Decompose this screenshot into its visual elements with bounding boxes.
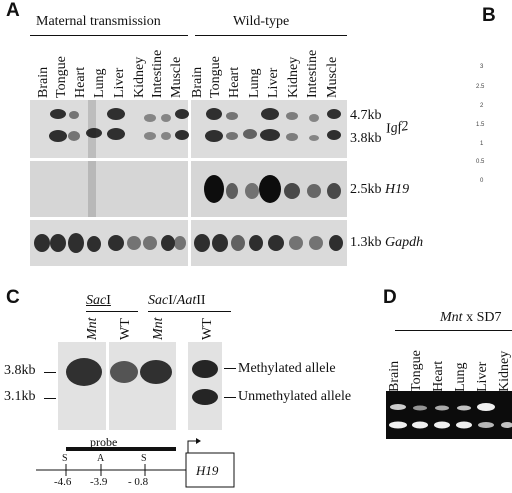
axis-tick: 3 (480, 64, 484, 70)
lane-label-d: Tongue (409, 350, 424, 392)
panel-b-letter: B (482, 5, 496, 26)
probe-label: probe (90, 435, 118, 449)
enzyme-sacaat-c: Aat (176, 293, 197, 308)
lane-label-d: Kidney (497, 350, 512, 392)
lane-label-wildtype: Kidney (286, 56, 301, 98)
blot-gapdh (30, 220, 347, 266)
h19-gene-label: H19 (385, 182, 410, 197)
lane-label-maternal: Intestine (150, 49, 165, 98)
enzyme-sacaat-line (148, 311, 231, 312)
lane-label-maternal: Liver (112, 67, 127, 98)
enzyme-sacaat-a: Sac (148, 293, 169, 308)
gapdh-size-label: 1.3kb (350, 235, 382, 250)
enzyme-sacaat-d: II (196, 293, 206, 308)
pos-3: - 0.8 (128, 476, 149, 488)
axis-tick: 1 (480, 141, 484, 147)
group-wildtype-line (195, 35, 347, 36)
lane-label-maternal: Tongue (54, 56, 69, 98)
lane-label-maternal: Kidney (132, 56, 147, 98)
igf2-gene-label: Igf2 (385, 118, 410, 137)
cross-rest: x SD7 (462, 310, 502, 325)
group-maternal-label: Maternal transmission (36, 14, 161, 29)
lane-label-c-mnt: Mnt (151, 317, 166, 340)
panel-a-letter: A (6, 0, 20, 21)
cross-label: Mnt x SD7 (440, 310, 501, 326)
lane-label-d: Heart (431, 360, 446, 392)
axis-tick: 0 (480, 178, 484, 184)
lane-label-wildtype: Liver (266, 67, 281, 98)
enzyme-sac-line (86, 311, 138, 312)
blot-methylation (58, 342, 176, 430)
lane-label-wildtype: Heart (227, 66, 242, 98)
lane-label-d: Brain (387, 360, 402, 392)
group-maternal-line (30, 35, 188, 36)
lane-label-c-wt: WT (200, 318, 215, 340)
cross-mnt: Mnt (440, 310, 463, 325)
panel-d-letter: D (383, 287, 397, 308)
axis-tick: 2 (480, 103, 484, 109)
size-upper-c: 3.8kb (4, 363, 36, 378)
igf2-size-upper: 4.7kb (350, 108, 382, 123)
site-s1: S (62, 453, 68, 464)
methylated-pointer (224, 368, 236, 369)
lane-label-wildtype: Muscle (325, 56, 340, 98)
enzyme-sacaat-b: I/ (168, 293, 177, 308)
lane-label-maternal: Brain (36, 66, 51, 98)
panel-c-letter: C (6, 287, 20, 308)
axis-tick: 0.5 (476, 159, 485, 165)
pos-2: -3.9 (90, 476, 108, 488)
h19-size-label: 2.5kb (350, 182, 382, 197)
pos-1: -4.6 (54, 476, 72, 488)
lane-label-c-wt: WT (118, 318, 133, 340)
lane-label-wildtype: Intestine (305, 49, 320, 98)
cross-line (395, 330, 512, 331)
size-lower-c: 3.1kb (4, 389, 36, 404)
probe-map (36, 438, 235, 488)
lane-label-maternal: Muscle (169, 56, 184, 98)
lane-label-wildtype: Lung (247, 68, 262, 98)
site-a: A (97, 453, 105, 464)
lane-label-d: Liver (475, 361, 490, 392)
lane-label-maternal: Lung (92, 68, 107, 98)
blot-h19 (30, 161, 347, 217)
unmethylated-allele-label: Unmethylated allele (238, 389, 352, 404)
unmethylated-pointer (224, 397, 236, 398)
axis-tick: 2.5 (476, 84, 485, 90)
enzyme-sac-italic: Sac (86, 293, 107, 308)
methylated-allele-label: Methylated allele (238, 361, 336, 376)
site-s2: S (141, 453, 147, 464)
lane-label-c-mnt: Mnt (85, 317, 100, 340)
lane-label-d: Lung (453, 362, 468, 392)
lane-label-wildtype: Brain (190, 66, 205, 98)
size-upper-tick (44, 372, 56, 373)
group-wildtype-label: Wild-type (233, 14, 290, 29)
gapdh-gene-label: Gapdh (385, 235, 424, 250)
axis-tick: 1.5 (476, 122, 485, 128)
size-lower-tick (44, 398, 56, 399)
blot-methylation-wt (188, 342, 222, 430)
lane-label-maternal: Heart (73, 66, 88, 98)
enzyme-sacaat-label: SacI/AatII (148, 293, 206, 309)
enzyme-sac-label: SacI (86, 293, 111, 309)
igf2-size-lower: 3.8kb (350, 131, 382, 146)
lane-label-wildtype: Tongue (208, 56, 223, 98)
gel-d (386, 391, 512, 439)
blot-igf2 (30, 100, 347, 158)
enzyme-sac-suffix: I (106, 293, 111, 308)
h19-gene-box-label: H19 (196, 463, 219, 478)
